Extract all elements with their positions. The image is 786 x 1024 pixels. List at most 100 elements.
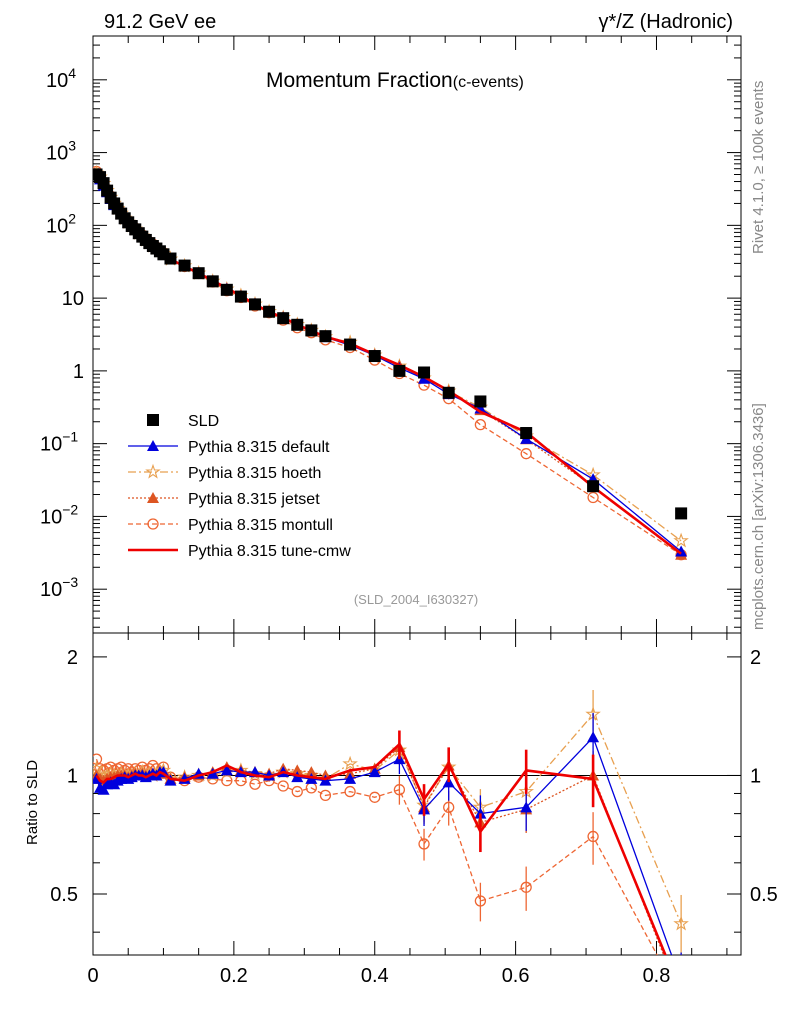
- ratio-ylabel: Ratio to SLD: [24, 760, 41, 845]
- legend-marker: [147, 440, 159, 451]
- ratio-point-montull: [291, 785, 303, 798]
- y-tick-label: 102: [46, 210, 76, 237]
- sld-point: [442, 386, 455, 399]
- ratio-point-montull: [369, 791, 381, 803]
- sld-point: [178, 259, 191, 272]
- ratio-tick-label-left: 2: [67, 647, 78, 669]
- ratio-point-montull: [319, 789, 332, 802]
- point-default: [675, 545, 688, 557]
- mcplots-label: mcplots.cern.ch [arXiv:1306.3436]: [750, 403, 767, 630]
- legend-label: Pythia 8.315 hoeth: [188, 465, 321, 482]
- ratio-point-hoeth: [342, 755, 358, 771]
- y-tick-label: 10−2: [40, 501, 78, 528]
- ratio-point-montull: [249, 778, 261, 790]
- ratio-point-default: [344, 772, 357, 784]
- y-tick-base: 10: [40, 579, 62, 601]
- y-tick-exp: 4: [68, 65, 76, 81]
- ratio-point-montull: [344, 785, 356, 798]
- ratio-point-jetset: [291, 764, 304, 776]
- sld-point: [675, 507, 688, 520]
- x-tick-label: 0.8: [643, 965, 671, 987]
- y-tick-base: 10: [40, 506, 62, 528]
- sld-point: [587, 480, 600, 493]
- sld-point: [305, 324, 318, 337]
- ratio-point-montull: [277, 780, 289, 792]
- legend-marker: [145, 463, 161, 479]
- legend: SLD Pythia 8.315 default Pythia 8.315 hoet…: [128, 413, 351, 560]
- y-tick-exp: −3: [62, 574, 78, 590]
- sld-point: [263, 305, 276, 318]
- ratio-point-montull: [221, 775, 233, 787]
- sld-point: [220, 283, 233, 296]
- y-tick-label: 10−3: [40, 574, 78, 601]
- chart-title-main: Momentum Fraction: [266, 69, 453, 92]
- legend-label: Pythia 8.315 default: [188, 439, 330, 456]
- ratio-ticks: 2 2 1 1 0.5 0.5: [50, 647, 778, 933]
- y-tick-base: 10: [46, 70, 68, 92]
- sld-point: [206, 275, 219, 288]
- chart-title: Momentum Fraction(c-events): [266, 69, 524, 92]
- sld-point: [234, 290, 247, 303]
- y-tick-exp: 3: [68, 138, 76, 154]
- point-montull: [587, 491, 599, 504]
- ratio-tick-label-left: 0.5: [50, 884, 78, 906]
- y-tick-exp: 2: [68, 210, 76, 226]
- sld-point: [344, 338, 357, 351]
- legend-marker: [147, 518, 159, 530]
- rivet-label: Rivet 4.1.0, ≥ 100k events: [750, 81, 767, 254]
- ratio-point-default: [368, 766, 381, 778]
- x-tick-label: 0: [87, 965, 98, 987]
- ratio-tick-label-right: 1: [750, 765, 761, 787]
- sld-point: [520, 427, 533, 440]
- legend-marker: [147, 414, 159, 426]
- y-tick-label: 103: [46, 138, 76, 165]
- sld-point: [249, 298, 261, 311]
- ratio-tick-label-right: 2: [750, 647, 761, 669]
- y-tick-base: 10: [46, 215, 68, 237]
- sld-point: [474, 395, 487, 408]
- sld-point: [368, 350, 381, 363]
- legend-label: SLD: [188, 413, 219, 430]
- main-series: [93, 164, 689, 561]
- y-tick-label: 10−1: [40, 429, 78, 456]
- point-montull: [474, 419, 487, 431]
- x-ticks: 0 0.2 0.4 0.6 0.8: [87, 36, 728, 987]
- sld-point: [319, 330, 332, 343]
- ratio-point-montull: [676, 994, 686, 1004]
- y-tick-exp: −2: [62, 501, 78, 517]
- legend-label: Pythia 8.315 montull: [188, 517, 333, 534]
- energy-label: 91.2 GeV ee: [104, 11, 216, 33]
- y-tick-base: 10: [46, 143, 68, 165]
- y-tick-label: 1: [73, 361, 84, 383]
- x-tick-label: 0.6: [502, 965, 530, 987]
- chart-title-sub: (c-events): [453, 74, 524, 91]
- sld-point: [277, 312, 290, 325]
- legend-label: Pythia 8.315 tune-cmw: [188, 543, 351, 560]
- sld-point: [393, 364, 406, 377]
- ratio-tick-label-right: 0.5: [750, 884, 778, 906]
- ratio-point-default: [220, 764, 233, 776]
- sld-point: [192, 267, 205, 280]
- ratio-point-default: [675, 975, 687, 986]
- sld-point: [164, 252, 177, 265]
- legend-label: Pythia 8.315 jetset: [188, 491, 320, 508]
- ratio-tick-label-left: 1: [67, 765, 78, 787]
- x-tick-label: 0.4: [361, 965, 389, 987]
- point-hoeth: [673, 532, 689, 548]
- y-tick-exp: −1: [62, 429, 78, 445]
- ratio-line-tune_cmw: [95, 742, 667, 955]
- ratio-plot-frame: [92, 632, 742, 956]
- ratio-point-jetset: [305, 766, 318, 778]
- y-tick-base: 10: [40, 434, 62, 456]
- point-montull: [520, 448, 532, 460]
- sld-point: [291, 318, 304, 331]
- y-tick-label: 104: [46, 65, 76, 92]
- ratio-point-jetset: [675, 993, 687, 1004]
- ratio-series: [93, 690, 689, 1004]
- ratio-point-montull: [93, 753, 103, 765]
- series-line-default: [95, 174, 682, 553]
- sld-point: [418, 366, 431, 379]
- legend-marker: [147, 492, 159, 503]
